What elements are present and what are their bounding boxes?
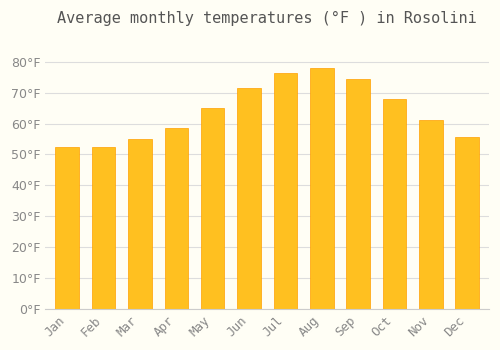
Bar <box>237 88 261 309</box>
Bar <box>164 128 188 309</box>
Bar <box>456 138 479 309</box>
Bar <box>92 147 116 309</box>
Bar <box>274 72 297 309</box>
Bar <box>310 68 334 309</box>
Title: Average monthly temperatures (°F ) in Rosolini: Average monthly temperatures (°F ) in Ro… <box>58 11 477 26</box>
Bar <box>346 79 370 309</box>
Bar <box>56 147 79 309</box>
Bar <box>201 108 224 309</box>
Bar <box>419 120 442 309</box>
Bar <box>382 99 406 309</box>
Bar <box>128 139 152 309</box>
